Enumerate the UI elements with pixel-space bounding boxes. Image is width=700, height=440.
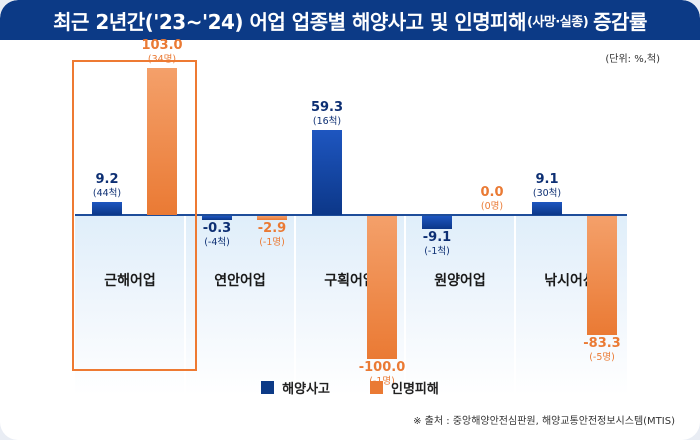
- value-label: -0.3: [202, 221, 232, 236]
- bar-ship: [532, 201, 562, 215]
- source-note: ※ 출처 : 중앙해양안전심판원, 해양교통안전정보시스템(MTIS): [413, 416, 675, 427]
- group-divider: [404, 216, 406, 394]
- value-label: -100.0: [358, 360, 406, 375]
- bar-ship: [312, 130, 342, 215]
- chart-title: 최근 2년간('23~'24) 어업 업종별 해양사고 및 인명피해 (사망·실…: [0, 0, 700, 40]
- legend-label-ship: 해양사고: [282, 382, 330, 397]
- value-label: 9.1: [535, 171, 559, 187]
- title-main: 최근 2년간('23~'24) 어업 업종별 해양사고 및 인명피해: [53, 9, 526, 34]
- count-label: (-1명): [259, 237, 285, 249]
- title-sub: (사망·실종): [526, 14, 589, 30]
- category-label: 낚시어선: [544, 273, 596, 289]
- value-label: 59.3: [310, 100, 344, 116]
- count-label: (44척): [92, 187, 122, 199]
- bar-people: [587, 216, 617, 336]
- bar-people: [367, 216, 397, 359]
- count-label: (-1척): [424, 246, 450, 257]
- group-divider: [184, 216, 186, 394]
- count-label: (34명): [147, 53, 177, 65]
- count-label: (-4척): [204, 237, 230, 248]
- legend-item-ship: 해양사고: [261, 378, 330, 397]
- title-tail: 증감률: [593, 9, 647, 34]
- legend-swatch-ship: [261, 381, 275, 394]
- value-label: 9.2: [95, 171, 119, 187]
- unit-note: (단위: %,척): [605, 54, 660, 65]
- bar-people: [257, 216, 287, 221]
- count-label: (16척): [312, 116, 342, 128]
- value-label: 103.0: [141, 37, 183, 53]
- count-label: (-5명): [589, 352, 615, 364]
- group-divider: [294, 216, 296, 394]
- category-label: 구획어업: [324, 273, 376, 289]
- highlight-box: [72, 60, 197, 371]
- group-divider: [514, 216, 516, 394]
- count-label: (30척): [532, 187, 562, 199]
- bar-ship: [92, 201, 122, 215]
- value-label: -83.3: [583, 336, 621, 352]
- category-label: 근해어업: [104, 273, 156, 289]
- value-label: 0.0: [480, 185, 504, 200]
- legend-item-people: 인명피해: [370, 378, 439, 397]
- legend: 해양사고 인명피해: [0, 378, 700, 397]
- legend-swatch-people: [370, 381, 383, 394]
- plot-area: [75, 215, 627, 395]
- bar-ship: [422, 216, 452, 229]
- legend-label-people: 인명피해: [391, 382, 439, 397]
- category-label: 연안어업: [214, 273, 266, 289]
- category-label: 원양어업: [434, 273, 486, 289]
- count-label: (0명): [480, 201, 504, 212]
- bar-people: [147, 67, 177, 215]
- value-label: -2.9: [257, 221, 287, 237]
- zero-baseline: [75, 214, 627, 216]
- value-label: -9.1: [422, 230, 452, 245]
- bar-ship: [202, 216, 232, 220]
